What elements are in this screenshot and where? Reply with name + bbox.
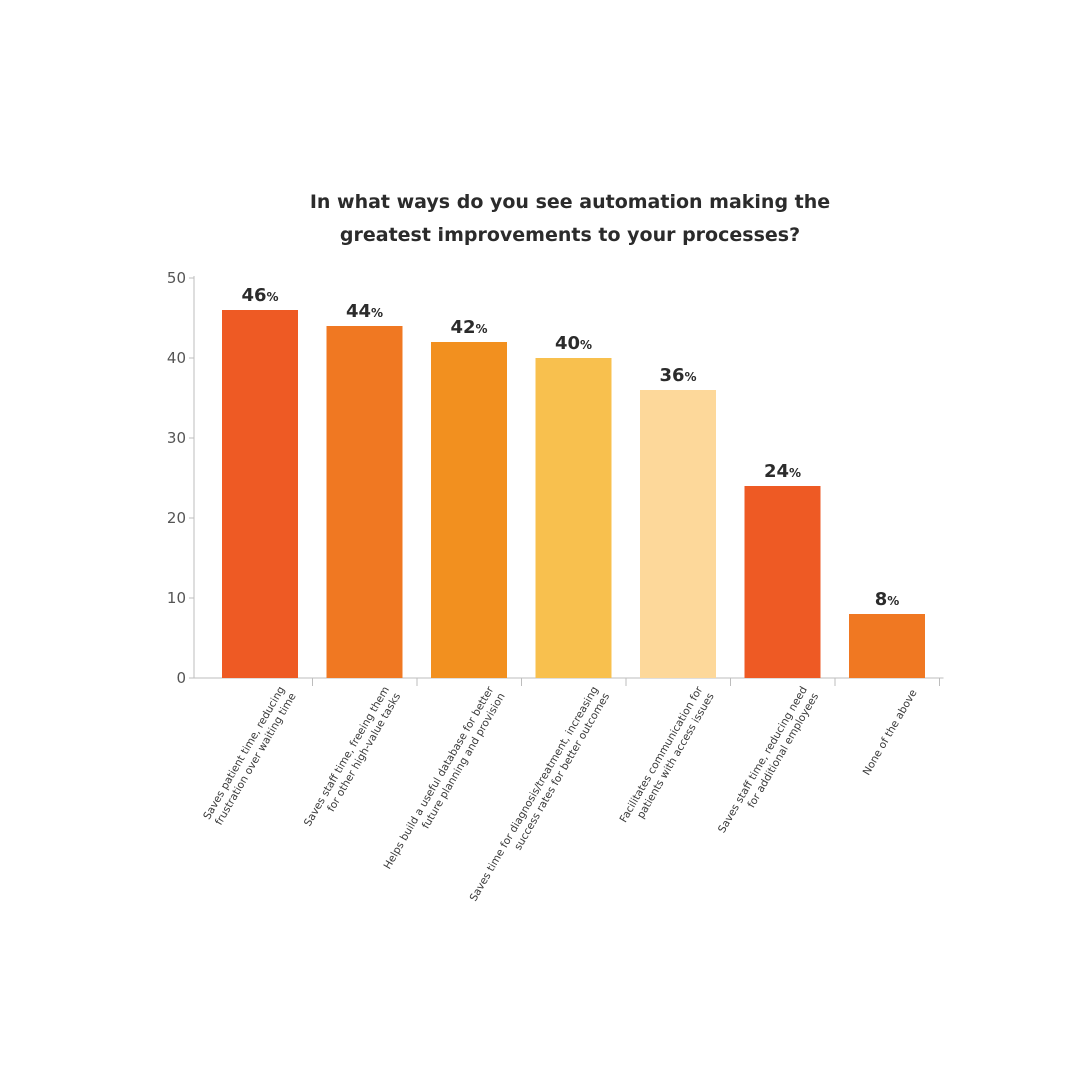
bar	[744, 486, 821, 678]
bar	[535, 358, 612, 678]
category-label: Saves patient time, reducingfrustration …	[201, 685, 298, 829]
category-label-line: Saves staff time, freeing them	[302, 685, 392, 829]
category-label: Facilitates communication forpatients wi…	[618, 684, 717, 831]
y-tick-label: 10	[167, 589, 186, 607]
category-label-line: None of the above	[861, 688, 920, 778]
bar-value-label: 36%	[659, 365, 696, 386]
y-tick-label: 0	[176, 669, 186, 687]
category-label: Helps build a useful database for better…	[382, 684, 508, 878]
category-label-line: Saves patient time, reducing	[201, 685, 287, 822]
category-label: Saves staff time, freeing themfor other …	[302, 685, 403, 835]
bar-value-unit: %	[580, 338, 592, 352]
bar-value-number: 44	[346, 301, 371, 322]
bar-value-label: 8%	[875, 589, 900, 610]
bar-value-number: 24	[764, 461, 789, 482]
bar-value-number: 40	[555, 333, 580, 354]
category-label-line: for additional employees	[745, 691, 821, 810]
category-label-line: patients with access issues	[635, 691, 717, 821]
chart-title-line-1: In what ways do you see automation makin…	[309, 191, 831, 213]
bar	[640, 390, 716, 678]
bar-value-unit: %	[685, 370, 697, 384]
category-label-line: frustration over waiting time	[213, 691, 299, 827]
bar-value-number: 36	[659, 365, 684, 386]
chart-title-line-2: greatest improvements to your processes?	[339, 224, 801, 246]
y-tick-label: 50	[167, 269, 186, 287]
category-label-line: Facilitates communication for	[618, 684, 706, 825]
category-label: None of the above	[861, 688, 920, 778]
bar	[849, 614, 925, 678]
category-label-line: success rates for better outcomes	[512, 691, 612, 852]
y-tick-label: 30	[167, 429, 186, 447]
y-tick-label: 40	[167, 349, 186, 367]
category-label-line: Helps build a useful database for better	[382, 684, 497, 871]
bar	[431, 342, 507, 678]
bar	[222, 310, 298, 678]
bar-value-unit: %	[267, 290, 279, 304]
bar-value-label: 24%	[764, 461, 801, 482]
bar-value-number: 42	[450, 317, 475, 338]
bar-value-unit: %	[887, 594, 899, 608]
bar-value-unit: %	[789, 466, 801, 480]
category-label-line: Saves staff time, reducing need	[716, 685, 810, 836]
bar-value-unit: %	[476, 322, 488, 336]
bar-value-label: 40%	[555, 333, 592, 354]
category-label-line: future planning and provision	[420, 691, 508, 831]
bar-value-label: 46%	[241, 285, 278, 306]
bar-value-number: 8	[875, 589, 888, 610]
bar-value-unit: %	[371, 306, 383, 320]
chart-title: In what ways do you see automation makin…	[240, 186, 900, 252]
bar-value-label: 42%	[450, 317, 487, 338]
bar-value-label: 44%	[346, 301, 383, 322]
y-tick-label: 20	[167, 509, 186, 527]
bar	[326, 326, 403, 678]
category-label-line: for other high-value tasks	[325, 691, 403, 814]
category-label: Saves staff time, reducing needfor addit…	[716, 685, 821, 842]
bar-value-number: 46	[241, 285, 266, 306]
